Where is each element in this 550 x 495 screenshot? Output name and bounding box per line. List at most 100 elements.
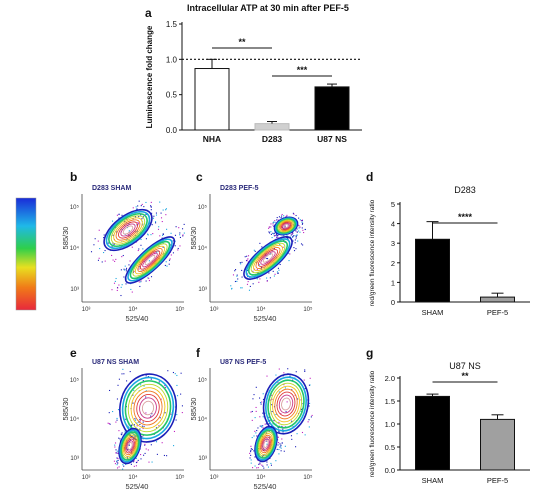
scatter-point <box>304 369 306 371</box>
x-axis-label: 525/40 <box>254 482 277 491</box>
y-tick-label: 1.5 <box>385 397 395 406</box>
density-contour <box>262 253 274 263</box>
y-axis-label: 585/30 <box>190 398 198 421</box>
y-tick-label: 0.0 <box>385 466 395 475</box>
panel-label-f: f <box>196 346 200 360</box>
scatter-point <box>279 446 281 448</box>
scatter-point <box>130 425 133 427</box>
scatter-point <box>266 461 268 463</box>
scatter-point <box>266 277 268 279</box>
scatter-point <box>128 426 130 429</box>
scatter-point <box>241 261 243 263</box>
scatter-point <box>266 464 268 466</box>
scatter-point <box>165 214 167 216</box>
scatter-point <box>140 458 142 460</box>
y-tick-label: 10³ <box>70 287 79 293</box>
scatter-point <box>128 444 130 446</box>
x-tick-label: 10⁴ <box>128 306 138 313</box>
scatter-point <box>264 454 266 456</box>
density-contour <box>269 382 303 426</box>
density-contour <box>127 442 133 450</box>
scatter-point <box>269 277 271 279</box>
scatter-point <box>98 229 100 231</box>
scatter-point <box>298 217 300 219</box>
scatter-point <box>280 447 282 449</box>
density-contour <box>108 212 148 248</box>
scatter-point <box>246 255 248 257</box>
scatter-point <box>296 433 298 435</box>
scatter-point <box>124 220 126 222</box>
scatter-point <box>236 280 238 282</box>
scatter-point <box>284 426 286 428</box>
scatter-point <box>269 419 271 421</box>
scatter-point <box>116 461 118 463</box>
scatter-point <box>117 457 119 459</box>
scatter-point <box>298 225 300 227</box>
scatter-point <box>295 230 297 232</box>
bar <box>254 123 290 131</box>
scatter-point <box>295 237 297 239</box>
scatter-point <box>135 465 137 467</box>
x-tick-label: 10⁴ <box>256 474 266 481</box>
scatter-point <box>112 259 114 261</box>
scatter-point <box>283 215 285 217</box>
scatter-point <box>121 434 123 436</box>
scatter-point <box>308 426 310 428</box>
scatter-point <box>291 389 293 391</box>
scatter-point <box>271 237 273 239</box>
scatter-point <box>150 205 152 207</box>
bar <box>194 68 230 131</box>
scatter-point <box>261 246 263 248</box>
scatter-point <box>101 261 103 263</box>
scatter-point <box>155 214 158 216</box>
scatter-point <box>140 205 142 207</box>
scatter-point <box>254 250 256 252</box>
scatter-point <box>163 454 165 457</box>
scatter-point <box>128 230 130 232</box>
scatter-point <box>145 238 147 240</box>
scatter-point <box>283 239 285 241</box>
x-tick-label: 10³ <box>210 307 219 313</box>
scatter-point <box>262 416 264 418</box>
scatter-point <box>273 221 275 223</box>
scatter-point <box>135 436 137 438</box>
scatter-point <box>280 450 282 452</box>
significance-label: ** <box>238 37 246 47</box>
scatter-point <box>308 419 310 421</box>
scatter-point <box>249 457 251 459</box>
scatter-point <box>133 389 135 392</box>
scatter-point <box>275 413 277 416</box>
scatter-point <box>115 258 117 260</box>
density-contour <box>115 219 141 241</box>
scatter-point <box>258 453 260 455</box>
scatter-point <box>126 380 128 382</box>
y-tick-label: 10⁴ <box>198 416 208 423</box>
scatter-point <box>114 260 116 262</box>
scatter-point <box>144 452 146 454</box>
scatter-point <box>266 375 268 377</box>
x-axis-label: 525/40 <box>126 482 149 491</box>
scatter-point <box>250 449 252 451</box>
scatter-point <box>254 456 256 458</box>
scatter-point <box>299 219 301 221</box>
scatter-point <box>295 248 297 250</box>
scatter-point <box>304 370 306 372</box>
scatter-point <box>128 234 130 236</box>
scatter-point <box>262 412 264 414</box>
scatter-point <box>230 285 232 287</box>
scatter-point <box>126 218 128 221</box>
x-category-label: SHAM <box>422 476 444 485</box>
scatter-point <box>128 223 130 225</box>
scatter-point <box>292 236 294 238</box>
density-contour <box>118 221 138 239</box>
scatter-point <box>246 283 249 285</box>
scatter-point <box>273 235 275 237</box>
scatter-point <box>156 453 158 455</box>
scatter-point <box>279 443 281 445</box>
x-category-label: D283 <box>262 134 283 144</box>
scatter-point <box>116 231 118 233</box>
scatter-point <box>132 461 134 463</box>
scatter-point <box>147 234 149 236</box>
scatter-point <box>145 448 147 450</box>
y-tick-label: 10⁴ <box>70 416 80 423</box>
